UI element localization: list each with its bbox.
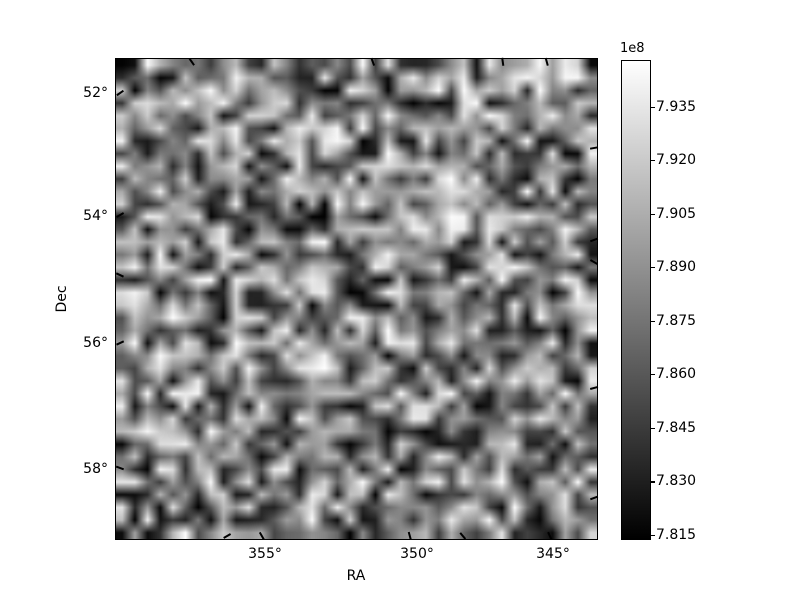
y-tick-label: 58° — [83, 461, 108, 477]
colorbar-offset-label: 1e8 — [620, 41, 645, 56]
colorbar-tick — [649, 481, 655, 483]
colorbar-tick-label: 7.815 — [656, 527, 697, 543]
colorbar-tick — [649, 160, 655, 162]
colorbar-tick-label: 7.875 — [656, 313, 697, 329]
colorbar-tick-label: 7.935 — [656, 99, 697, 115]
y-tick-label: 54° — [83, 208, 108, 224]
colorbar-tick — [649, 320, 655, 322]
colorbar-tick — [649, 106, 655, 108]
colorbar-tick — [649, 267, 655, 269]
colorbar-tick-label: 7.830 — [656, 473, 697, 489]
colorbar-tick — [649, 374, 655, 376]
colorbar-tick — [649, 213, 655, 215]
colorbar-tick — [649, 427, 655, 429]
colorbar-tick-label: 7.905 — [656, 206, 697, 222]
x-axis-label: RA — [346, 568, 366, 584]
colorbar-tick-label: 7.920 — [656, 152, 697, 168]
colorbar — [621, 60, 651, 540]
x-tick-label: 345° — [536, 546, 570, 562]
x-tick-label: 355° — [248, 546, 282, 562]
colorbar-tick-label: 7.890 — [656, 259, 697, 275]
y-tick-label: 56° — [83, 335, 108, 351]
y-tick-label: 52° — [83, 85, 108, 101]
colorbar-tick-label: 7.860 — [656, 366, 697, 382]
colorbar-tick-label: 7.845 — [656, 420, 697, 436]
y-axis-label: Dec — [54, 285, 70, 313]
colorbar-tick — [649, 534, 655, 537]
heatmap-image — [116, 59, 597, 539]
x-tick-label: 350° — [400, 546, 434, 562]
